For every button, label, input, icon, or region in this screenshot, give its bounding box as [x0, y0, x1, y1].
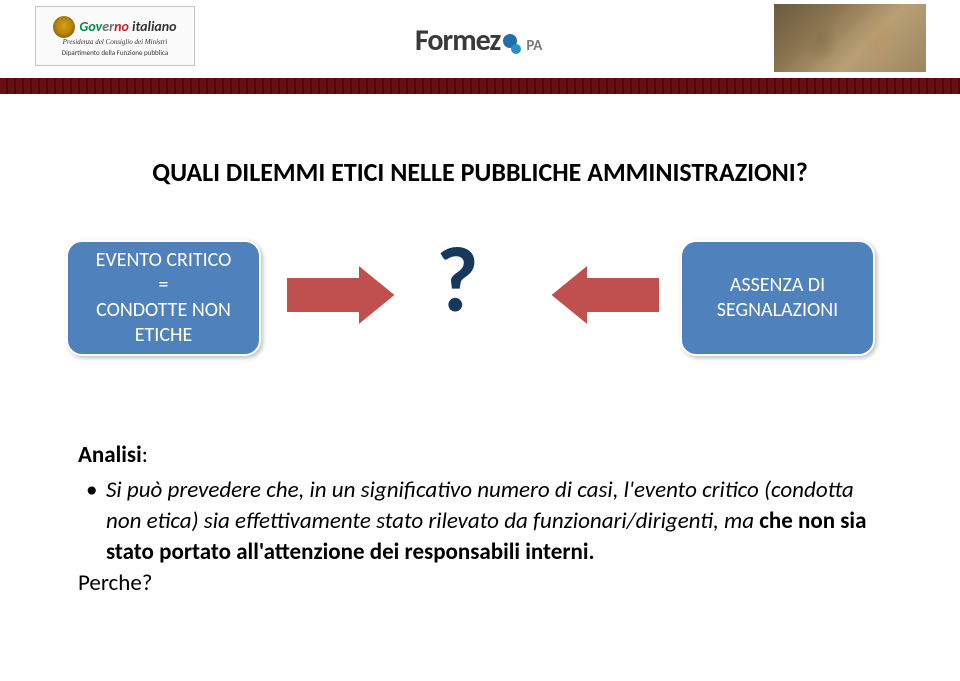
gov-logo-subtitle2: Dipartimento della Funzione pubblica: [62, 48, 168, 57]
diagram: EVENTO CRITICO=CONDOTTE NON ETICHE ? ASS…: [0, 240, 960, 380]
box-assenza-segnalazioni: ASSENZA DI SEGNALAZIONI: [680, 240, 875, 356]
arrow-left-icon: [550, 264, 660, 326]
formez-logo: Formez PA: [415, 22, 542, 59]
header-art-icon: [774, 4, 926, 72]
gov-logo-subtitle1: Presidenza del Consiglio dei Ministri: [63, 38, 168, 46]
analysis-final-question: Perche?: [78, 568, 878, 599]
box-evento-critico-label: EVENTO CRITICO=CONDOTTE NON ETICHE: [76, 248, 251, 348]
analysis-heading: Analisi: [78, 441, 142, 469]
gov-logo-text: Governo italiano: [79, 18, 176, 35]
question-mark: ?: [436, 234, 479, 326]
formez-dot-icon: [502, 33, 522, 55]
analysis-bullet: Si può prevedere che, in un significativ…: [78, 475, 878, 568]
box-evento-critico: EVENTO CRITICO=CONDOTTE NON ETICHE: [66, 240, 261, 356]
formez-text: Formez: [415, 22, 500, 59]
header: Governo italiano Presidenza del Consigli…: [0, 0, 960, 82]
box-assenza-segnalazioni-label: ASSENZA DI SEGNALAZIONI: [690, 273, 865, 323]
gov-logo: Governo italiano Presidenza del Consigli…: [35, 6, 195, 66]
formez-suffix: PA: [526, 37, 542, 55]
arrow-right-icon: [286, 264, 396, 326]
dashed-bar: [0, 78, 960, 94]
state-emblem-icon: [53, 16, 75, 38]
analysis-bullet-pre: Si può prevedere che, in un significativ…: [106, 476, 854, 535]
analysis-block: Analisi: Si può prevedere che, in un sig…: [78, 440, 878, 599]
page-title: QUALI DILEMMI ETICI NELLE PUBBLICHE AMMI…: [0, 156, 960, 188]
